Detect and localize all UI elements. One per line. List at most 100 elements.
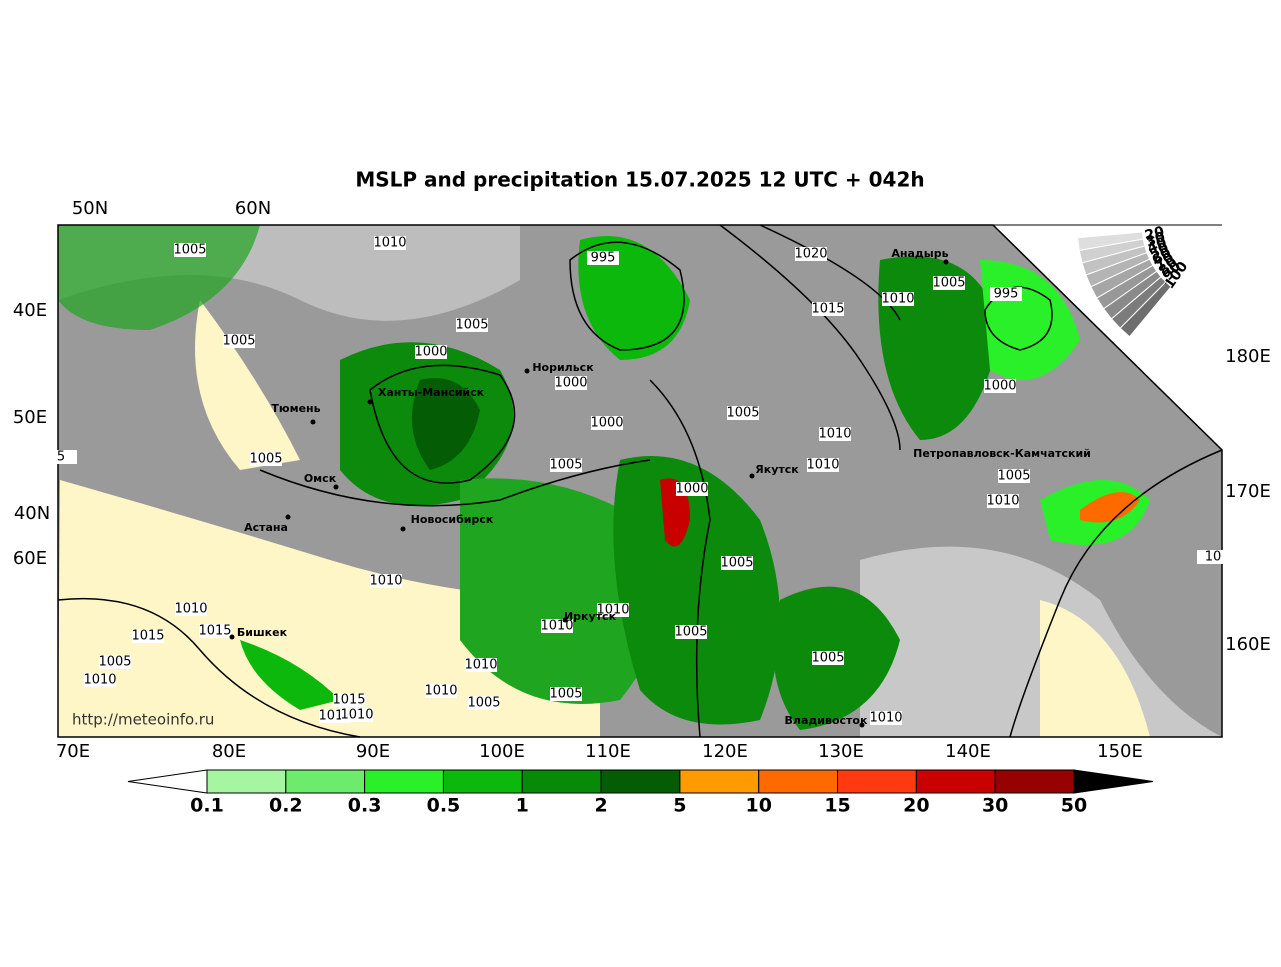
colorbar-segment: [206, 769, 287, 794]
city-name: Бишкек: [237, 626, 288, 639]
city-dot: [367, 399, 373, 405]
isobar-label: 995: [591, 251, 616, 266]
isobar-label: 1010: [424, 684, 457, 699]
isobar-label: 1010: [464, 658, 497, 673]
city-name: Норильск: [532, 361, 594, 374]
isobar-label-bg: [465, 658, 497, 672]
coord-label: 40E: [13, 300, 47, 321]
isobar-label: 5: [57, 450, 65, 465]
city-name: Анадырь: [891, 247, 948, 260]
city-name: Тюмень: [271, 402, 320, 415]
coord-label: 120E: [702, 741, 748, 762]
coord-label: 140E: [945, 741, 991, 762]
isobar-label: 1000: [675, 482, 708, 497]
isobar-label: 995: [994, 287, 1019, 302]
isobar-label-bg: [870, 711, 902, 725]
colorbar-high-end: [1073, 769, 1154, 794]
isobar-label-bg: [587, 251, 619, 265]
isobar-label-bg: [675, 625, 707, 639]
isobar-label-bg: [45, 450, 77, 464]
precip-max: [1080, 492, 1140, 523]
isobar-label: 1010: [986, 494, 1019, 509]
coord-label: 70E: [56, 741, 90, 762]
map: [57, 224, 1223, 738]
isobar-label-bg: [555, 376, 587, 390]
watermark: http://meteoinfo.ru: [72, 711, 214, 729]
isobar-label: 1010: [174, 602, 207, 617]
isobar-label: 1005: [455, 318, 488, 333]
isobar-label-bg: [882, 292, 914, 306]
city-dot: [400, 526, 406, 532]
coord-label: 90E: [356, 741, 390, 762]
colorbar-segment: [915, 769, 996, 794]
isobar-label-bg: [223, 334, 255, 348]
isobar-label-bg: [132, 629, 164, 643]
colorbar-label: 20: [903, 795, 929, 817]
coord-label: 100E: [479, 741, 525, 762]
isobar-label: 1010: [881, 292, 914, 307]
city-name: Омск: [304, 472, 337, 485]
isobar-label-bg: [727, 406, 759, 420]
dry-area: [58, 480, 600, 737]
isobar-label-bg: [721, 556, 753, 570]
city-name: Иркутск: [564, 610, 617, 623]
colorbar-label: 0.1: [190, 795, 224, 817]
isobar-label-bg: [374, 236, 406, 250]
isobar-label: 1005: [726, 406, 759, 421]
isobar-label: 1000: [414, 345, 447, 360]
colorbar-low-end: [127, 769, 208, 794]
cloud-scale-label: 30: [1144, 229, 1168, 251]
dry-area: [195, 300, 300, 470]
colorbar-label: 50: [1061, 795, 1087, 817]
isobar-label: 1005: [811, 651, 844, 666]
isobar-label: 1015: [198, 624, 231, 639]
coord-label: 110E: [585, 741, 631, 762]
isobar-label: 1005: [98, 655, 131, 670]
isobar-label: 1010: [83, 673, 116, 688]
colorbar-segment: [679, 769, 760, 794]
isobar-label-bg: [597, 603, 629, 617]
isobar-label-bg: [415, 345, 447, 359]
isobar-label: 1005: [549, 458, 582, 473]
isobar-label: 1015: [811, 302, 844, 317]
coord-label: 60E: [13, 548, 47, 569]
precip-area: [578, 236, 690, 360]
city-name: Ханты-Мансийск: [378, 386, 485, 399]
isobar-label-bg: [990, 287, 1022, 301]
colorbar-segment: [758, 769, 839, 794]
isobar-label: 1005: [932, 276, 965, 291]
isobars: [57, 224, 1223, 738]
isobar-label-bg: [812, 302, 844, 316]
isobar-label-bg: [99, 655, 131, 669]
isobar-label: 1010: [806, 458, 839, 473]
isobar-label-bg: [933, 276, 965, 290]
isobar-label: 10: [1205, 550, 1222, 565]
isobar-label-bg: [333, 693, 365, 707]
isobar-label-bg: [468, 696, 500, 710]
isobar-label-bg: [998, 469, 1030, 483]
isobar-label: 1020: [794, 247, 827, 262]
isobar-label-bg: [250, 452, 282, 466]
map-frame: [57, 224, 1223, 738]
isobar-label: 1015: [131, 629, 164, 644]
title: MSLP and precipitation 15.07.2025 12 UTC…: [355, 168, 924, 192]
coord-label: 60N: [235, 198, 271, 219]
colorbar-segment: [442, 769, 523, 794]
isobar-label: 1005: [467, 696, 500, 711]
precip-area: [240, 640, 340, 710]
colorbar-label: 0.5: [427, 795, 461, 817]
city-dot: [859, 722, 865, 728]
colorbar-label: 5: [673, 795, 686, 817]
isobar-label-bg: [456, 318, 488, 332]
isobar-label-bg: [676, 482, 708, 496]
coord-label: 80E: [212, 741, 246, 762]
city-name: Новосибирск: [411, 513, 494, 526]
precip-area: [613, 456, 780, 725]
isobar-label-bg: [795, 247, 827, 261]
colorbar-label: 30: [982, 795, 1008, 817]
colorbar-label: 10: [746, 795, 772, 817]
city-dot: [229, 634, 235, 640]
coord-label: 180E: [1225, 346, 1271, 367]
isobar-label-bg: [425, 684, 457, 698]
